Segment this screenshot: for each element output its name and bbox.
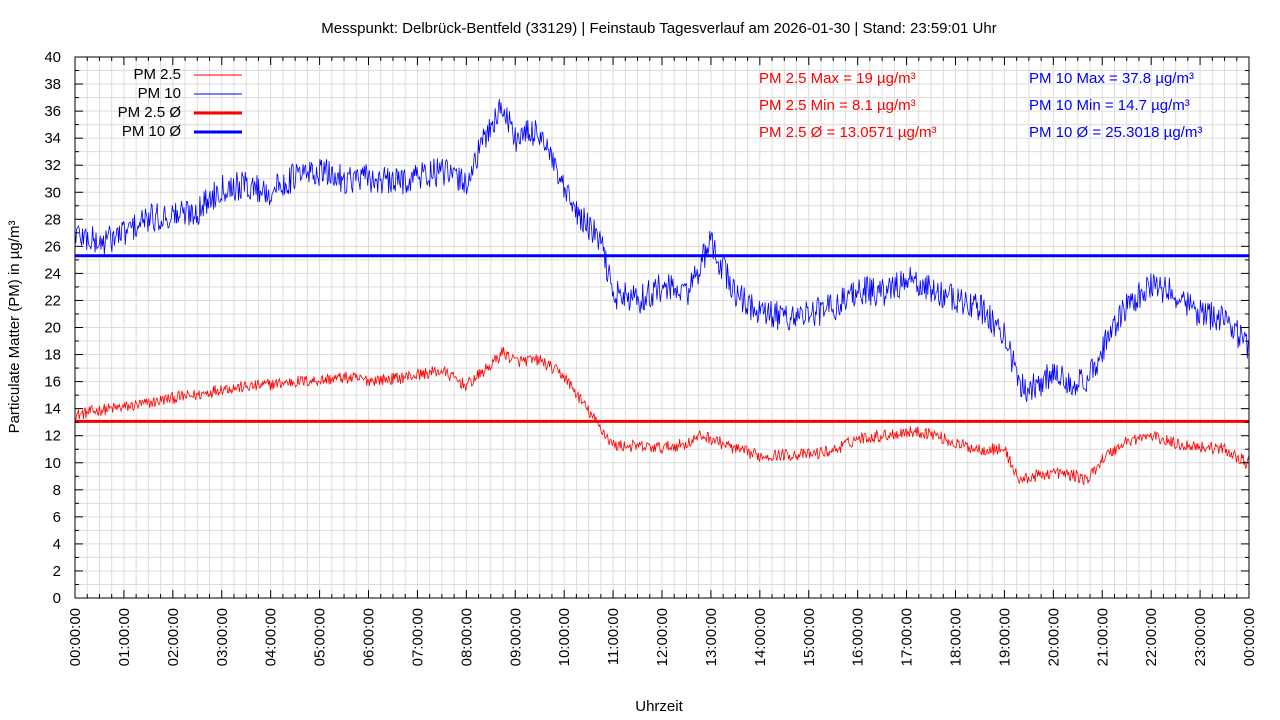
y-tick-label: 14 <box>44 401 61 418</box>
pm25-max-annotation: PM 2.5 Max = 19 µg/m³ <box>759 70 916 87</box>
y-tick-label: 34 <box>44 130 61 147</box>
y-tick-label: 10 <box>44 455 61 472</box>
x-tick-label: 01:00:00 <box>116 608 133 666</box>
x-tick-label: 17:00:00 <box>899 608 916 666</box>
y-tick-label: 6 <box>53 509 61 526</box>
y-tick-label: 30 <box>44 184 61 201</box>
x-tick-label: 03:00:00 <box>214 608 231 666</box>
x-tick-label: 20:00:00 <box>1045 608 1062 666</box>
y-tick-label: 20 <box>44 320 61 337</box>
y-tick-label: 16 <box>44 374 61 391</box>
x-tick-label: 00:00:00 <box>67 608 84 666</box>
x-tick-label: 06:00:00 <box>361 608 378 666</box>
series-layer <box>74 99 1250 486</box>
y-tick-label: 32 <box>44 157 61 174</box>
y-tick-label: 12 <box>44 428 61 445</box>
series-line-0 <box>74 347 1250 486</box>
legend: PM 2.5 PM 10 PM 2.5 Ø PM 10 Ø <box>118 66 242 140</box>
y-tick-label: 26 <box>44 238 61 255</box>
pm25-min-annotation: PM 2.5 Min = 8.1 µg/m³ <box>759 97 916 114</box>
y-tick-label: 40 <box>44 49 61 66</box>
pm10-max-annotation: PM 10 Max = 37.8 µg/m³ <box>1029 70 1194 87</box>
x-tick-label: 02:00:00 <box>165 608 182 666</box>
y-tick-label: 2 <box>53 563 61 580</box>
legend-label-pm25-avg: PM 2.5 Ø <box>118 104 182 121</box>
x-tick-label: 22:00:00 <box>1143 608 1160 666</box>
pm25-avg-annotation: PM 2.5 Ø = 13.0571 µg/m³ <box>759 124 936 141</box>
y-tick-label: 4 <box>53 536 61 553</box>
y-tick-label: 28 <box>44 211 61 228</box>
x-tick-label: 21:00:00 <box>1094 608 1111 666</box>
x-tick-label: 04:00:00 <box>263 608 280 666</box>
pm10-min-annotation: PM 10 Min = 14.7 µg/m³ <box>1029 97 1190 114</box>
x-tick-label: 05:00:00 <box>312 608 329 666</box>
legend-label-pm10: PM 10 <box>138 85 181 102</box>
x-tick-label: 07:00:00 <box>409 608 426 666</box>
stats-annotations: PM 2.5 Max = 19 µg/m³ PM 2.5 Min = 8.1 µ… <box>759 70 1202 141</box>
x-tick-label: 00:00:00 <box>1241 608 1258 666</box>
x-tick-label: 11:00:00 <box>605 608 622 665</box>
chart-title: Messpunkt: Delbrück-Bentfeld (33129) | F… <box>321 20 996 37</box>
series-line-1 <box>74 99 1250 403</box>
x-tick-label: 15:00:00 <box>801 608 818 666</box>
x-tick-label: 08:00:00 <box>458 608 475 666</box>
x-tick-label: 19:00:00 <box>996 608 1013 666</box>
y-tick-label: 36 <box>44 103 61 120</box>
x-axis-label: Uhrzeit <box>635 698 683 715</box>
x-tick-label: 23:00:00 <box>1192 608 1209 666</box>
y-tick-label: 24 <box>44 265 61 282</box>
y-tick-label: 0 <box>53 590 61 607</box>
x-tick-label: 09:00:00 <box>507 608 524 666</box>
x-tick-label: 10:00:00 <box>556 608 573 666</box>
x-tick-label: 18:00:00 <box>948 608 965 666</box>
y-tick-label: 22 <box>44 292 61 309</box>
y-axis-label: Particulate Matter (PM) in µg/m³ <box>6 221 23 434</box>
pm10-avg-annotation: PM 10 Ø = 25.3018 µg/m³ <box>1029 124 1202 141</box>
x-tick-label: 12:00:00 <box>654 608 671 666</box>
ticks: 024681012141618202224262830323436384000:… <box>44 49 1258 666</box>
x-tick-label: 14:00:00 <box>752 608 769 666</box>
y-tick-label: 18 <box>44 347 61 364</box>
legend-label-pm10-avg: PM 10 Ø <box>122 123 182 140</box>
y-tick-label: 8 <box>53 482 61 499</box>
y-tick-label: 38 <box>44 76 61 93</box>
x-tick-label: 16:00:00 <box>850 608 867 666</box>
legend-label-pm25: PM 2.5 <box>133 66 181 83</box>
x-tick-label: 13:00:00 <box>703 608 720 666</box>
